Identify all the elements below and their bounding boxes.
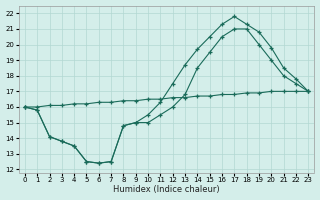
X-axis label: Humidex (Indice chaleur): Humidex (Indice chaleur) <box>113 185 220 194</box>
